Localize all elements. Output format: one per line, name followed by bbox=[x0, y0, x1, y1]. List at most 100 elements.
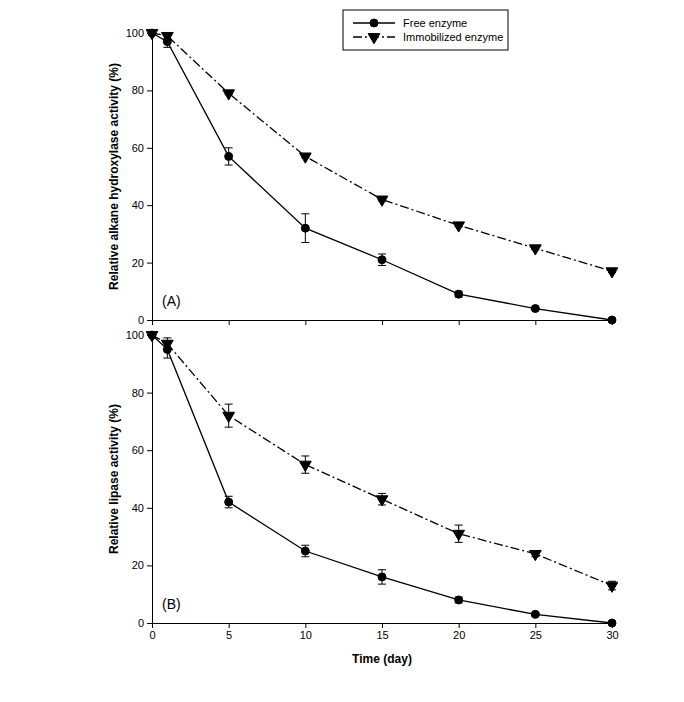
point bbox=[606, 268, 618, 278]
series bbox=[148, 29, 616, 324]
error-bar-cap bbox=[225, 427, 233, 428]
y-tick-mark bbox=[147, 565, 152, 566]
x-tick-mark bbox=[459, 320, 460, 325]
legend-marker bbox=[370, 19, 378, 27]
point bbox=[453, 530, 465, 540]
error-bar bbox=[225, 496, 233, 508]
y-axis-line bbox=[152, 34, 153, 321]
panel: 020406080100Relative alkane hydroxylase … bbox=[107, 27, 618, 326]
x-tick-mark bbox=[382, 623, 383, 628]
y-tick-mark bbox=[147, 148, 152, 149]
point bbox=[146, 30, 158, 40]
y-tick-label: 60 bbox=[132, 444, 144, 456]
point bbox=[223, 90, 235, 100]
x-tick-label: 5 bbox=[226, 629, 232, 641]
line bbox=[152, 33, 612, 320]
y-tick-label: 20 bbox=[132, 257, 144, 269]
point bbox=[606, 582, 618, 592]
y-axis-line bbox=[152, 336, 153, 624]
x-tick-mark bbox=[382, 320, 383, 325]
y-tick-mark bbox=[147, 263, 152, 264]
x-tick bbox=[305, 320, 306, 325]
error-bar bbox=[225, 148, 233, 165]
x-tick: 0 bbox=[149, 623, 155, 641]
y-tick: 0 bbox=[138, 314, 152, 326]
y-tick-mark bbox=[147, 205, 152, 206]
legend-marker bbox=[368, 34, 380, 44]
series bbox=[148, 331, 616, 627]
error-bar-cap bbox=[225, 496, 233, 497]
point bbox=[378, 573, 386, 581]
x-tick-label: 15 bbox=[376, 629, 388, 641]
error-bar bbox=[301, 214, 309, 243]
x-tick: 20 bbox=[453, 623, 465, 641]
panel-label: (A) bbox=[162, 293, 181, 309]
x-tick-mark bbox=[535, 320, 536, 325]
error-bar-cap bbox=[301, 455, 309, 456]
y-tick-label: 80 bbox=[132, 84, 144, 96]
point bbox=[161, 340, 173, 350]
x-tick: 5 bbox=[226, 623, 232, 641]
y-tick-label: 60 bbox=[132, 142, 144, 154]
error-bar-cap bbox=[378, 493, 386, 494]
plot-area bbox=[146, 29, 618, 324]
point bbox=[146, 332, 158, 342]
y-axis: 020406080100 bbox=[126, 27, 153, 326]
x-axis-title: Time (day) bbox=[352, 652, 412, 666]
point bbox=[301, 224, 309, 232]
error-bar-cap bbox=[608, 581, 616, 582]
error-bar-cap bbox=[301, 556, 309, 557]
x-tick: 15 bbox=[376, 623, 388, 641]
error-bar-cap bbox=[301, 213, 309, 214]
x-axis: 051015202530 bbox=[149, 623, 618, 641]
point bbox=[455, 290, 463, 298]
y-tick: 40 bbox=[132, 502, 152, 514]
y-tick-label: 0 bbox=[138, 314, 144, 326]
y-tick: 80 bbox=[132, 387, 152, 399]
legend: Free enzymeImmobilized enzyme bbox=[343, 10, 508, 50]
x-tick-label: 25 bbox=[530, 629, 542, 641]
error-bar-cap bbox=[225, 507, 233, 508]
x-tick-mark bbox=[305, 320, 306, 325]
error-bar bbox=[301, 545, 309, 557]
point bbox=[529, 245, 541, 255]
x-tick: 25 bbox=[530, 623, 542, 641]
point bbox=[376, 196, 388, 206]
y-tick-mark bbox=[147, 320, 152, 321]
point bbox=[455, 596, 463, 604]
x-tick-mark bbox=[229, 320, 230, 325]
point bbox=[299, 461, 311, 471]
y-axis-title: Relative lipase activity (%) bbox=[107, 404, 121, 554]
point bbox=[223, 412, 235, 422]
x-tick bbox=[229, 320, 230, 325]
error-bar-cap bbox=[301, 242, 309, 243]
point bbox=[299, 153, 311, 163]
y-tick-label: 100 bbox=[126, 27, 144, 39]
x-tick: 10 bbox=[300, 623, 312, 641]
y-axis-title: Relative alkane hydroxylase activity (%) bbox=[107, 63, 121, 290]
error-bar-cap bbox=[455, 542, 463, 543]
error-bar-cap bbox=[225, 404, 233, 405]
error-bar-cap bbox=[378, 584, 386, 585]
x-tick-label: 10 bbox=[300, 629, 312, 641]
point bbox=[378, 256, 386, 264]
panel: 020406080100051015202530Relative lipase … bbox=[107, 329, 619, 666]
y-tick-mark bbox=[147, 508, 152, 509]
x-tick bbox=[152, 320, 153, 325]
series bbox=[146, 332, 618, 593]
error-bar-cap bbox=[378, 253, 386, 254]
y-tick-mark bbox=[147, 623, 152, 624]
y-tick: 0 bbox=[138, 617, 152, 629]
legend-box bbox=[343, 10, 508, 50]
y-tick-mark bbox=[147, 393, 152, 394]
error-bar bbox=[378, 570, 386, 584]
y-tick-mark bbox=[147, 90, 152, 91]
x-tick-mark bbox=[229, 623, 230, 628]
point bbox=[608, 619, 616, 627]
error-bar-cap bbox=[301, 545, 309, 546]
error-bar-cap bbox=[163, 358, 171, 359]
x-tick-mark bbox=[152, 623, 153, 628]
x-tick-mark bbox=[535, 623, 536, 628]
y-tick-mark bbox=[147, 450, 152, 451]
point bbox=[529, 550, 541, 560]
